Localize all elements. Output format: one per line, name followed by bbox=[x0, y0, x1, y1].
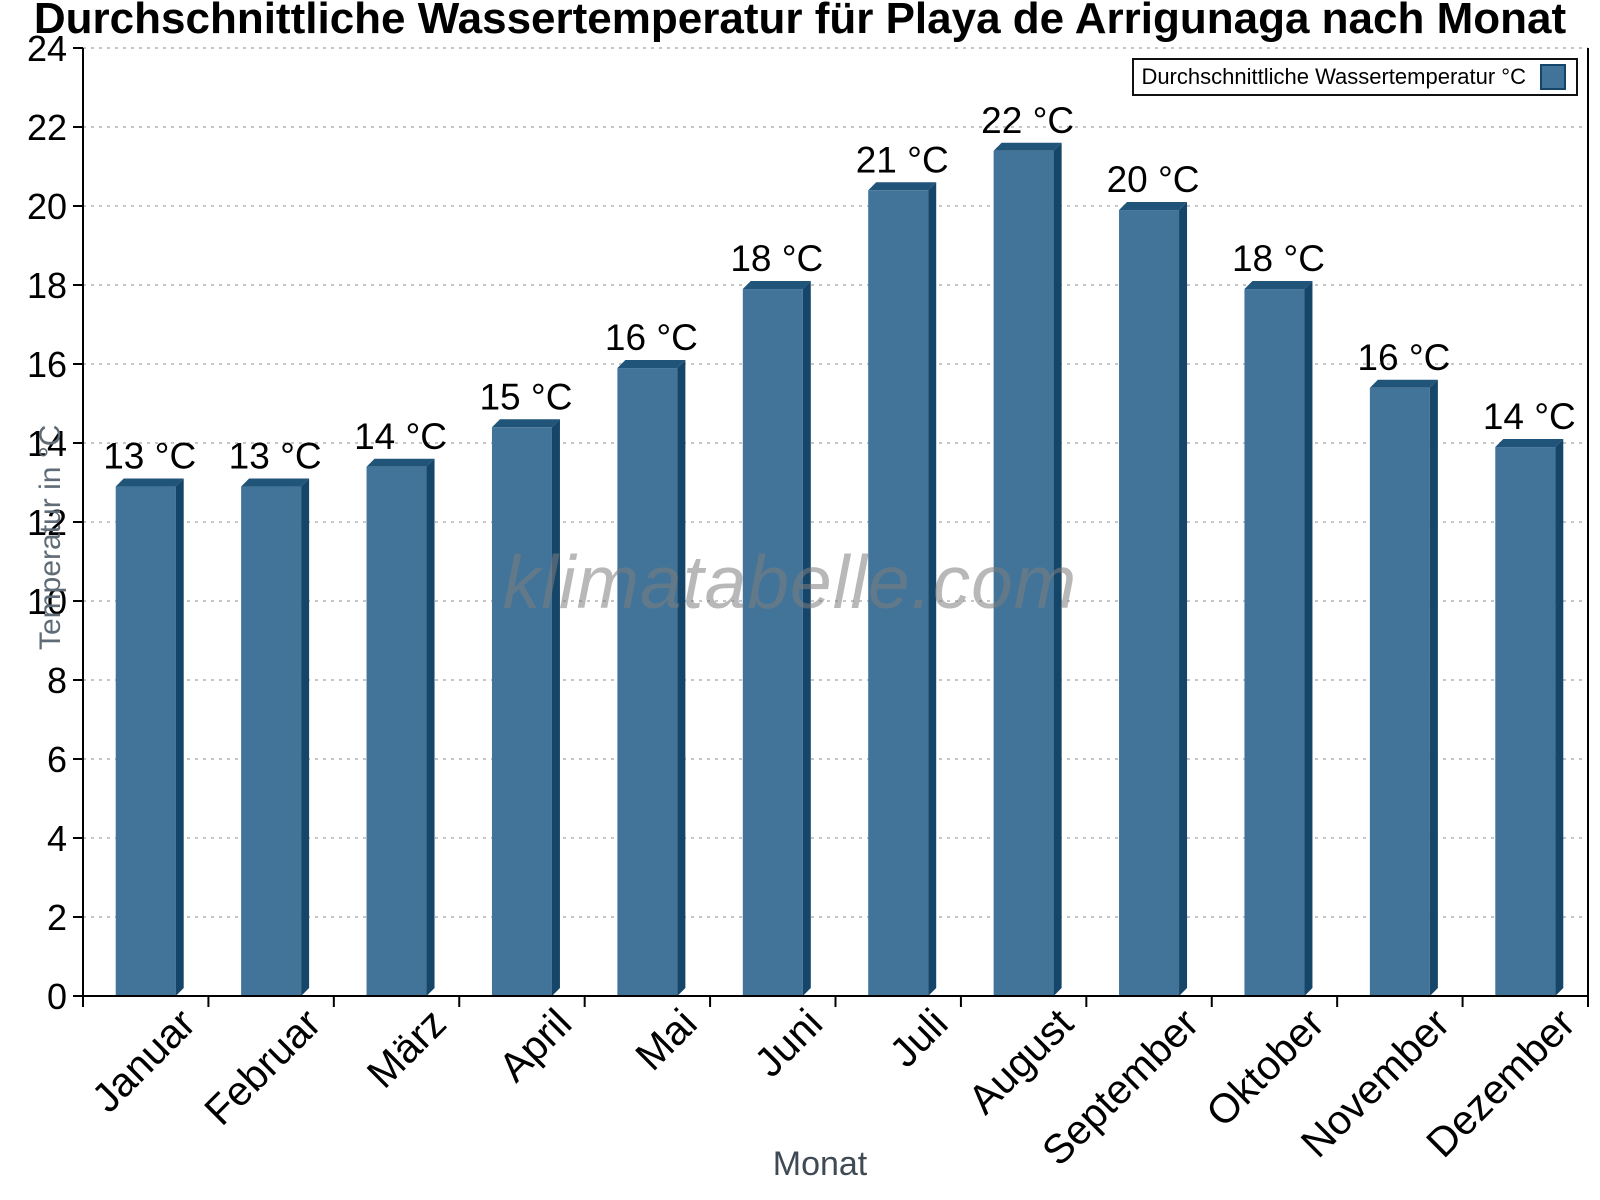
bar-bevel-top bbox=[617, 360, 686, 369]
bar-März bbox=[366, 458, 435, 996]
y-tick-label-8: 8 bbox=[47, 660, 67, 701]
bar-side bbox=[928, 182, 937, 997]
bar-face bbox=[491, 427, 552, 996]
y-tick-label-6: 6 bbox=[47, 739, 67, 780]
y-tick-label-18: 18 bbox=[27, 265, 67, 306]
bar-side bbox=[426, 458, 435, 996]
bar-Juli bbox=[868, 182, 937, 997]
bar-side bbox=[1304, 281, 1313, 996]
bar-face bbox=[868, 190, 929, 997]
bar-August bbox=[993, 142, 1062, 997]
bar-value-label-Mai: 16 °C bbox=[605, 317, 698, 358]
bar-side bbox=[1429, 379, 1438, 996]
bar-face bbox=[241, 486, 302, 996]
bar-Februar bbox=[241, 478, 310, 996]
bar-bevel-top bbox=[742, 281, 811, 290]
bar-bevel-top bbox=[1244, 281, 1313, 290]
legend-label: Durchschnittliche Wassertemperatur °C bbox=[1141, 64, 1526, 89]
bar-side bbox=[677, 360, 686, 996]
bar-value-label-Oktober: 18 °C bbox=[1232, 238, 1325, 279]
bar-bevel-top bbox=[241, 478, 310, 487]
bar-November bbox=[1369, 379, 1438, 996]
bar-value-label-März: 14 °C bbox=[354, 416, 447, 457]
y-tick-label-22: 22 bbox=[27, 107, 67, 148]
y-tick-label-16: 16 bbox=[27, 344, 67, 385]
y-tick-label-0: 0 bbox=[47, 976, 67, 1017]
x-tick-label-Juni: Juni bbox=[745, 1000, 831, 1086]
bar-value-label-April: 15 °C bbox=[479, 376, 572, 417]
bar-side bbox=[1053, 142, 1062, 997]
bar-side bbox=[802, 281, 811, 996]
bar-face bbox=[617, 368, 678, 996]
x-tick-label-März: März bbox=[358, 1000, 455, 1097]
y-tick-label-20: 20 bbox=[27, 186, 67, 227]
legend-swatch-icon bbox=[1540, 64, 1566, 90]
legend: Durchschnittliche Wassertemperatur °C bbox=[1132, 58, 1578, 96]
bar-value-label-Juni: 18 °C bbox=[730, 238, 823, 279]
bar-Juni bbox=[742, 281, 811, 996]
bar-face bbox=[1495, 447, 1556, 996]
bar-face bbox=[742, 289, 803, 996]
watermark: klimatabelle.com bbox=[502, 540, 1078, 624]
bar-side bbox=[551, 419, 560, 996]
bar-value-label-Februar: 13 °C bbox=[229, 436, 322, 477]
x-tick-label-Mai: Mai bbox=[626, 1000, 705, 1079]
bar-bevel-top bbox=[993, 142, 1062, 151]
bar-bevel-top bbox=[1119, 202, 1188, 211]
y-tick-label-14: 14 bbox=[27, 423, 67, 464]
bar-April bbox=[491, 419, 560, 996]
x-tick-label-Januar: Januar bbox=[83, 1000, 204, 1121]
bar-bevel-top bbox=[366, 458, 435, 467]
x-tick-label-August: August bbox=[959, 999, 1082, 1122]
bar-value-label-November: 16 °C bbox=[1357, 337, 1450, 378]
y-tick-label-12: 12 bbox=[27, 502, 67, 543]
bar-bevel-top bbox=[115, 478, 184, 487]
x-tick-label-Juli: Juli bbox=[881, 1000, 957, 1076]
bar-bevel-top bbox=[868, 182, 937, 191]
bar-face bbox=[1369, 387, 1430, 996]
y-tick-label-10: 10 bbox=[27, 581, 67, 622]
bar-face bbox=[115, 486, 176, 996]
bar-bevel-top bbox=[1369, 379, 1438, 388]
bar-Oktober bbox=[1244, 281, 1313, 996]
bar-value-label-September: 20 °C bbox=[1107, 159, 1200, 200]
chart-title: Durchschnittliche Wassertemperatur für P… bbox=[33, 0, 1567, 43]
y-tick-label-24: 24 bbox=[27, 28, 67, 69]
bar-side bbox=[1179, 202, 1188, 997]
bar-Mai bbox=[617, 360, 686, 996]
bar-September bbox=[1119, 202, 1188, 997]
bar-face bbox=[366, 466, 427, 996]
x-tick-label-April: April bbox=[490, 1000, 581, 1091]
bar-side bbox=[301, 478, 310, 996]
bar-bevel-top bbox=[491, 419, 560, 428]
bar-bevel-top bbox=[1495, 439, 1564, 448]
y-tick-label-2: 2 bbox=[47, 897, 67, 938]
y-axis-title: Temperatur in °C bbox=[34, 424, 67, 650]
bar-value-label-Januar: 13 °C bbox=[103, 436, 196, 477]
bar-side bbox=[1555, 439, 1564, 996]
bar-value-label-Juli: 21 °C bbox=[856, 139, 949, 180]
bar-side bbox=[175, 478, 184, 996]
bar-value-label-Dezember: 14 °C bbox=[1483, 396, 1576, 437]
y-tick-label-4: 4 bbox=[47, 818, 67, 859]
bar-face bbox=[993, 150, 1054, 997]
bar-value-label-August: 22 °C bbox=[981, 100, 1074, 141]
bar-face bbox=[1244, 289, 1305, 996]
x-axis-title: Monat bbox=[772, 1145, 868, 1183]
x-tick-label-Februar: Februar bbox=[195, 1000, 329, 1134]
bar-Dezember bbox=[1495, 439, 1564, 996]
bar-face bbox=[1119, 210, 1180, 997]
bar-Januar bbox=[115, 478, 184, 996]
